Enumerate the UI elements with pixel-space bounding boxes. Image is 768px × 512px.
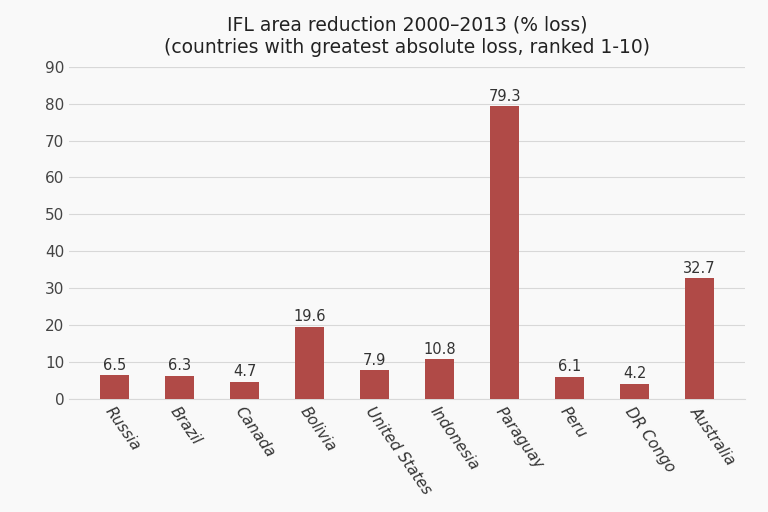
Text: 32.7: 32.7 — [684, 261, 716, 276]
Text: 7.9: 7.9 — [362, 353, 386, 368]
Bar — [165, 376, 194, 399]
Text: 4.7: 4.7 — [233, 365, 257, 379]
Bar — [425, 359, 454, 399]
Text: 10.8: 10.8 — [423, 342, 456, 357]
Bar — [230, 382, 259, 399]
Text: 6.3: 6.3 — [168, 358, 191, 373]
Bar — [100, 375, 129, 399]
Bar — [360, 370, 389, 399]
Text: 19.6: 19.6 — [293, 309, 326, 324]
Bar — [620, 384, 649, 399]
Bar — [555, 377, 584, 399]
Bar — [490, 106, 519, 399]
Text: 4.2: 4.2 — [623, 366, 647, 381]
Text: 6.5: 6.5 — [103, 358, 126, 373]
Bar — [685, 279, 714, 399]
Title: IFL area reduction 2000–2013 (% loss)
(countries with greatest absolute loss, ra: IFL area reduction 2000–2013 (% loss) (c… — [164, 16, 650, 57]
Text: 79.3: 79.3 — [488, 89, 521, 103]
Bar — [295, 327, 324, 399]
Text: 6.1: 6.1 — [558, 359, 581, 374]
